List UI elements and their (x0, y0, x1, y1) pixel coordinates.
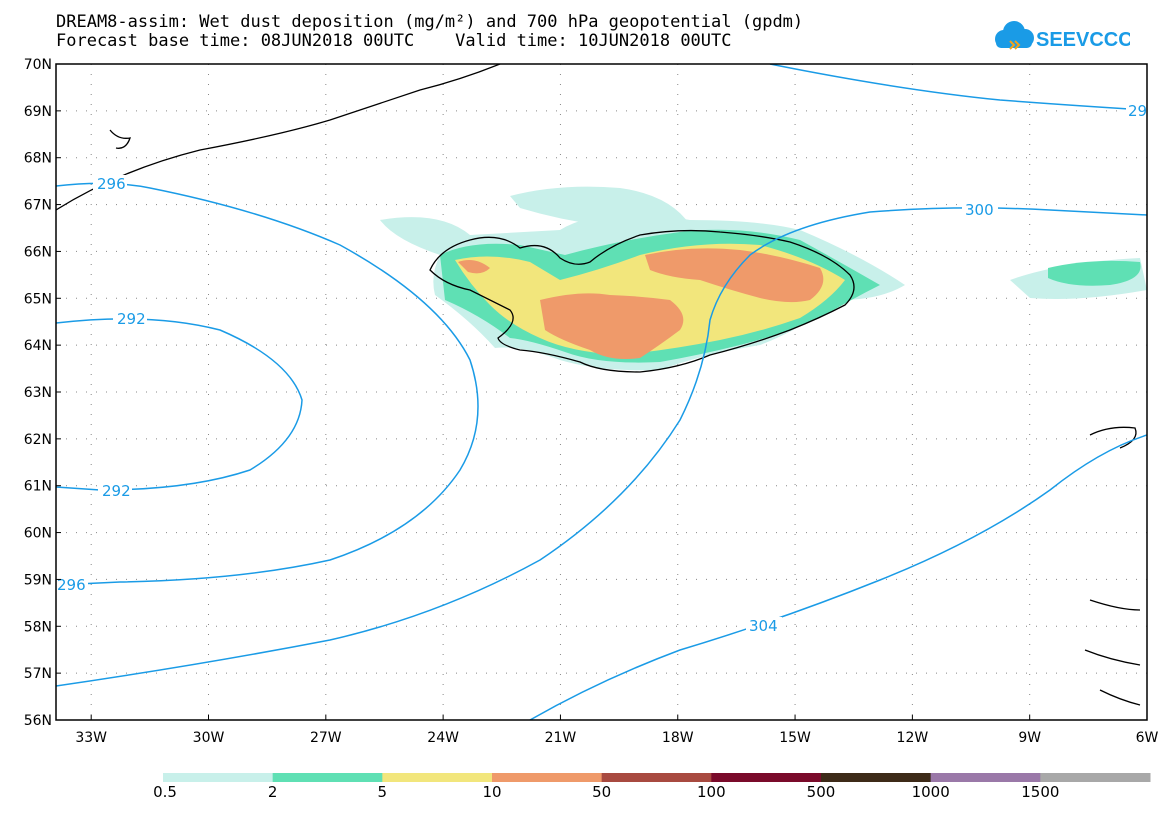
lat-label: 59N (24, 572, 52, 588)
lat-label: 68N (24, 151, 52, 167)
lat-label: 66N (24, 244, 52, 260)
cloud-icon (995, 21, 1034, 50)
legend-swatch (163, 773, 274, 782)
legend-swatch (1040, 773, 1151, 782)
lon-label: 21W (545, 730, 577, 746)
longitude-labels: 33W 30W 27W 24W 21W 18W 15W 12W 9W 6W (75, 715, 1159, 746)
lon-label: 18W (662, 730, 694, 746)
legend-label: 5 (377, 783, 388, 801)
lat-label: 61N (24, 479, 52, 495)
legend-label: 1500 (1021, 783, 1060, 801)
map-title: DREAM8-assim: Wet dust deposition (mg/m²… (56, 12, 804, 32)
lat-label: 60N (24, 526, 52, 542)
lon-label: 33W (75, 730, 107, 746)
legend-swatch (272, 773, 383, 782)
lat-label: 56N (24, 713, 52, 729)
legend-swatch (601, 773, 712, 782)
legend-swatch (711, 773, 822, 782)
coastlines (56, 64, 1141, 706)
contour-label-29-edge: 29 (1128, 102, 1147, 120)
legend-label: 10 (482, 783, 502, 801)
latitude-labels: 70N 69N 68N 67N 66N 65N 64N 63N 62N 61N 60N 59N 58N 5… (24, 57, 61, 729)
lon-label: 30W (193, 730, 225, 746)
lat-label: 57N (24, 666, 52, 682)
lon-label: 15W (779, 730, 811, 746)
seevccc-logo: SEEVCCC (995, 21, 1130, 51)
dust-deposition-field (380, 186, 1147, 371)
lon-label: 27W (310, 730, 342, 746)
legend-label: 0.5 (153, 783, 177, 801)
geopotential-contours (56, 64, 1147, 720)
lat-label: 70N (24, 57, 52, 73)
lon-label: 24W (427, 730, 459, 746)
lat-label: 63N (24, 385, 52, 401)
contour-label-300: 300 (965, 201, 994, 219)
lon-label: 12W (897, 730, 929, 746)
legend-swatch (492, 773, 603, 782)
contour-label-296-north: 296 (97, 175, 126, 193)
legend-label: 100 (697, 783, 726, 801)
legend-label: 1000 (911, 783, 950, 801)
map-area (56, 64, 1147, 720)
legend-swatch (382, 773, 493, 782)
lon-label: 6W (1136, 730, 1159, 746)
lat-label: 58N (24, 619, 52, 635)
logo-text: SEEVCCC (1036, 29, 1130, 51)
lat-label: 67N (24, 198, 52, 214)
contour-labels: 296 292 292 296 300 304 29 (56, 102, 1147, 635)
contour-label-292-south: 292 (102, 482, 131, 500)
lat-label: 62N (24, 432, 52, 448)
legend-label: 50 (592, 783, 612, 801)
lat-label: 65N (24, 291, 52, 307)
map-subtitle: Forecast base time: 08JUN2018 00UTC Vali… (56, 31, 732, 51)
lat-label: 64N (24, 338, 52, 354)
legend-swatch (821, 773, 932, 782)
contour-label-292-north: 292 (117, 310, 146, 328)
legend-swatch (930, 773, 1041, 782)
legend-label: 500 (806, 783, 836, 801)
lon-label: 9W (1018, 730, 1041, 746)
lat-label: 69N (24, 104, 52, 120)
legend-label: 2 (267, 783, 278, 801)
color-legend (163, 773, 1151, 782)
contour-label-304: 304 (749, 617, 778, 635)
contour-label-296-south: 296 (57, 576, 86, 594)
